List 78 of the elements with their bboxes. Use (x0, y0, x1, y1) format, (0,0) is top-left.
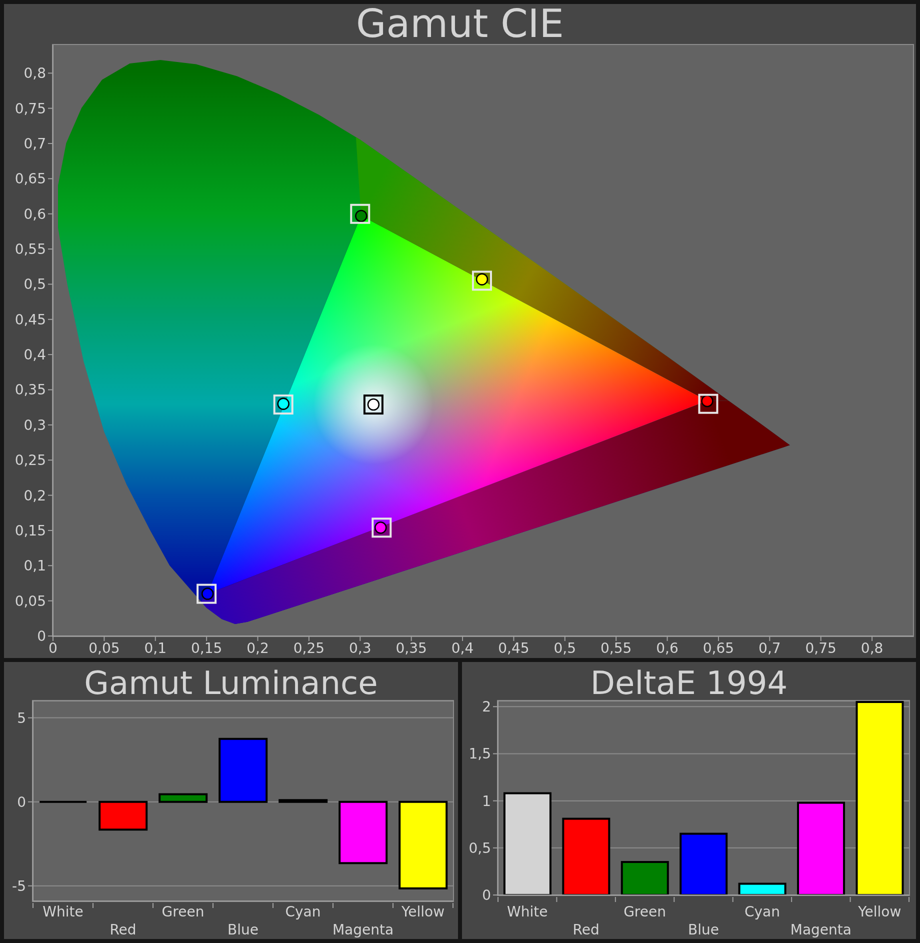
bar (620, 861, 669, 895)
y-tick-label: 0,1 (24, 558, 46, 574)
y-tick-label: 0,25 (14, 452, 46, 468)
x-tick-label: 0,7 (758, 640, 781, 656)
bar (218, 738, 268, 803)
bar (680, 832, 728, 895)
x-tick-label: 0,45 (498, 640, 530, 656)
y-tick-label: 0,4 (24, 346, 46, 363)
x-tick-label: Green (162, 903, 204, 920)
y-tick-label: 0,8 (24, 65, 46, 82)
x-tick-label: 0,55 (600, 640, 632, 656)
bar (562, 818, 610, 895)
y-tick-label: 1 (482, 792, 491, 809)
point (698, 394, 718, 414)
bar (503, 792, 552, 895)
bar (398, 800, 448, 890)
y-tick-label: 2 (482, 698, 491, 715)
x-tick-label: Cyan (744, 903, 780, 920)
x-tick-label: Cyan (285, 903, 321, 920)
x-tick-label: 0,2 (246, 640, 269, 656)
bar (338, 800, 388, 864)
chart-title: DeltaE 1994 (590, 664, 788, 702)
y-tick-label: -5 (12, 878, 26, 894)
point (350, 204, 370, 224)
y-tick-label: 0,15 (14, 522, 46, 538)
x-tick-label: 0,5 (554, 640, 576, 656)
y-tick-label: 0 (37, 628, 46, 644)
y-tick-label: 1,5 (468, 746, 491, 762)
x-tick-label: White (507, 903, 548, 920)
x-tick-label: 0,75 (805, 640, 836, 656)
point (372, 518, 392, 538)
y-tick-label: 0,2 (24, 487, 46, 504)
bar (98, 800, 148, 831)
y-tick-label: 0,3 (24, 416, 46, 433)
point (363, 394, 384, 415)
x-tick-label: Magenta (332, 921, 394, 938)
x-tick-label: 0,65 (702, 640, 734, 656)
x-tick-label: Red (110, 921, 136, 938)
x-tick-label: Blue (228, 921, 258, 938)
x-tick-label: 0,3 (349, 640, 372, 656)
y-tick-label: 0,6 (24, 206, 46, 222)
bar (738, 882, 786, 895)
x-tick-label: 0,15 (190, 640, 222, 656)
bar (856, 701, 904, 895)
x-tick-label: 0,8 (860, 640, 884, 656)
y-tick-label: 0,5 (468, 840, 491, 856)
chart-title: Gamut CIE (355, 2, 565, 47)
y-tick-label: 0,45 (14, 311, 46, 328)
y-tick-label: 0,7 (24, 135, 46, 152)
x-tick-label: Blue (688, 921, 719, 938)
y-tick-label: 0,55 (14, 241, 46, 258)
x-tick-label: Red (572, 921, 600, 938)
x-tick-label: Yellow (400, 903, 445, 920)
y-tick-label: 0,35 (14, 382, 46, 398)
x-tick-label: 0,1 (144, 640, 167, 656)
x-tick-label: Yellow (857, 903, 902, 920)
bar (797, 802, 846, 895)
x-tick-label: White (42, 903, 84, 920)
x-tick-label: 0,6 (656, 640, 679, 656)
y-tick-label: 0,5 (24, 276, 46, 292)
y-tick-label: 0 (482, 886, 491, 903)
x-tick-label: Magenta (790, 921, 852, 938)
x-tick-label: 0,25 (293, 640, 325, 656)
bar (158, 793, 208, 803)
point (472, 270, 492, 291)
x-tick-label: 0,4 (451, 640, 474, 656)
point (196, 584, 217, 604)
y-tick-label: 5 (17, 710, 26, 726)
x-tick-label: 0,05 (88, 640, 120, 656)
y-tick-label: 0,05 (14, 592, 46, 609)
x-tick-label: 0 (48, 640, 58, 656)
x-tick-label: Green (624, 903, 666, 920)
x-tick-label: 0,35 (396, 640, 427, 656)
y-tick-label: 0,65 (14, 170, 46, 187)
y-tick-label: 0,75 (14, 100, 46, 116)
chart-title: Gamut Luminance (83, 664, 379, 702)
y-tick-label: 0 (17, 794, 26, 810)
point (273, 394, 294, 415)
